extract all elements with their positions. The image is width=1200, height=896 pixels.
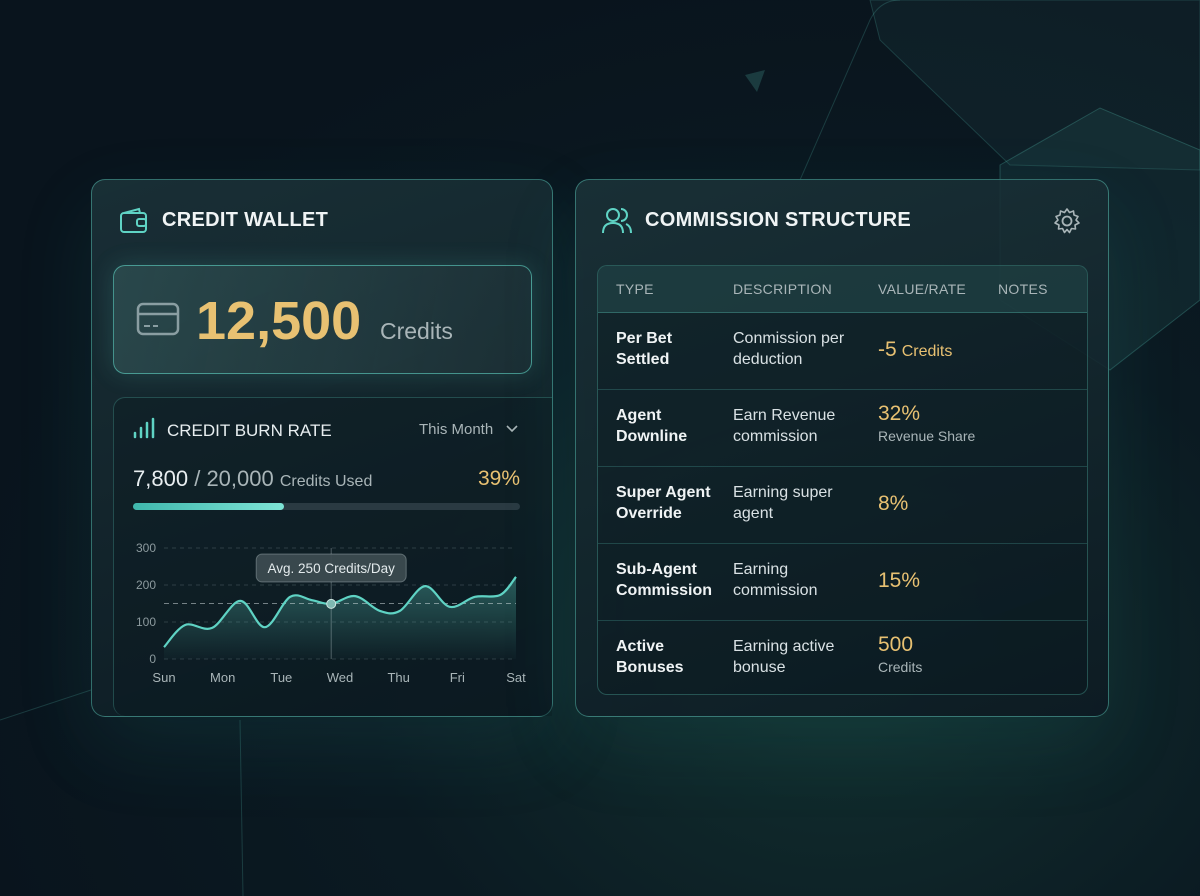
users-icon	[602, 208, 632, 234]
value-cell: 32%	[878, 402, 920, 426]
annotation-box	[255, 553, 407, 583]
separator: /	[194, 466, 201, 491]
column-header: VALUE/RATE	[878, 281, 967, 297]
progress-fill	[133, 503, 284, 510]
usage-line: 7,800 / 20,000 Credits Used	[133, 466, 372, 492]
x-tick-label: Wed	[327, 670, 354, 685]
burn-line	[163, 576, 517, 648]
row-divider	[598, 543, 1087, 544]
decor-line	[799, 0, 901, 181]
balance-box	[113, 265, 532, 374]
description-cell: Conmission per deduction	[733, 330, 845, 368]
value-unit: Credits	[901, 343, 953, 360]
commission-table: TYPE DESCRIPTION VALUE/RATE NOTES Per Bet Se…	[597, 265, 1088, 695]
decor-shape	[869, 0, 1200, 171]
annotation: Avg. 250 Credits/Day	[268, 561, 396, 576]
value-cell: 15%	[878, 569, 920, 593]
value-cell: 500	[878, 633, 913, 657]
row-divider	[598, 466, 1087, 467]
commission-card	[575, 179, 1109, 717]
type-cell: Active Bonuses	[616, 638, 684, 676]
decor-line	[0, 689, 244, 896]
row-divider	[598, 389, 1087, 390]
value: -5	[878, 338, 897, 361]
commission-title: COMMISSION STRUCTURE	[645, 209, 911, 231]
usage-percent: 39%	[477, 467, 520, 490]
highlight-point	[326, 598, 337, 609]
total-amount: 20,000	[206, 466, 274, 491]
x-tick-label: Tue	[270, 670, 292, 685]
x-tick-label: Fri	[450, 670, 465, 685]
value: 8%	[878, 492, 909, 515]
y-tick-label: 300	[136, 541, 156, 555]
description-cell: Earning commission	[733, 561, 818, 599]
usage-unit: Credits Used	[279, 473, 373, 490]
type-cell: Per Bet Settled	[616, 330, 673, 368]
y-tick-label: 0	[149, 652, 156, 666]
decor-triangle	[745, 70, 765, 92]
balance-amount: 12,500	[196, 291, 362, 351]
value: 500	[878, 633, 914, 656]
description-cell: Earning active bonuse	[733, 638, 835, 676]
type-cell: Super Agent Override	[616, 484, 711, 522]
burn-rate-title: CREDIT BURN RATE	[167, 421, 332, 440]
dropdown-chevron[interactable]	[505, 423, 519, 435]
wallet-icon	[120, 207, 147, 233]
card-icon	[136, 302, 180, 336]
column-header: TYPE	[616, 281, 654, 297]
burn-rate-chart: 0 100 200 300 Sun Mon Tue Wed Thu Fri Sat Avg. 250 …	[136, 541, 526, 685]
column-header: DESCRIPTION	[733, 281, 832, 297]
value-note: Credits	[878, 659, 923, 675]
type-cell: Agent Downline	[616, 407, 688, 445]
type-cell: Sub-Agent Commission	[616, 561, 713, 599]
used-amount: 7,800	[133, 466, 189, 491]
description-cell: Earn Revenue commission	[733, 407, 836, 445]
x-tick-label: Sat	[506, 670, 526, 685]
row-divider	[598, 620, 1087, 621]
value: 32%	[878, 402, 921, 425]
area-fill	[164, 576, 516, 659]
period-dropdown[interactable]: This Month	[419, 421, 494, 438]
value-note: Revenue Share	[878, 428, 976, 444]
progress-track	[133, 503, 520, 510]
balance-unit: Credits	[380, 318, 453, 344]
settings-icon[interactable]	[1053, 207, 1081, 235]
x-tick-label: Sun	[152, 670, 175, 685]
description-cell: Earning super agent	[733, 484, 833, 522]
x-tick-label: Mon	[210, 670, 235, 685]
x-tick-label: Thu	[387, 670, 409, 685]
table-header	[598, 266, 1087, 313]
wallet-title: CREDIT WALLET	[162, 209, 329, 231]
y-tick-label: 100	[136, 615, 156, 629]
value-cell: -5 Credits	[878, 338, 952, 362]
value-cell: 8%	[878, 492, 908, 516]
y-tick-label: 200	[136, 578, 156, 592]
value: 15%	[878, 569, 921, 592]
bars-icon	[133, 417, 155, 439]
column-header: NOTES	[998, 281, 1048, 297]
